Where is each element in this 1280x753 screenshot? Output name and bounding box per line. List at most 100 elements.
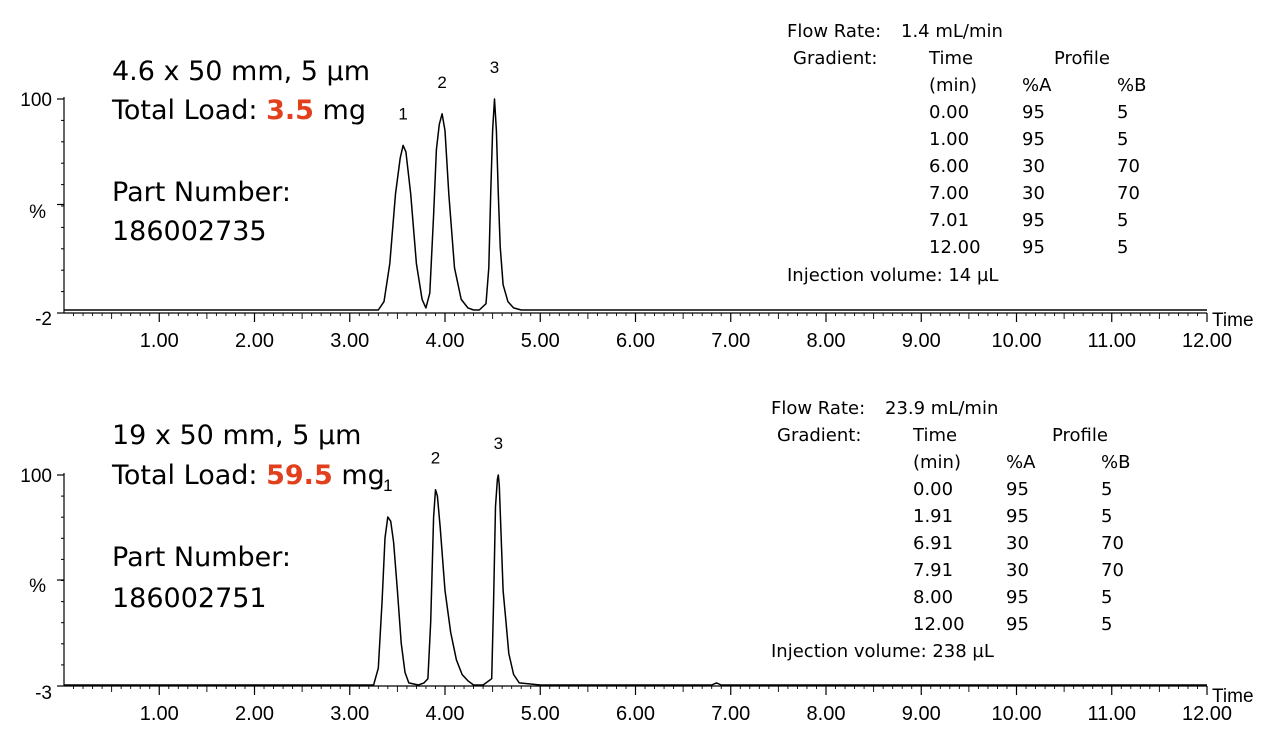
gradient-label: Gradient:: [793, 48, 878, 69]
x-tick-label: 7.00: [711, 330, 750, 352]
x-tick-label: 7.00: [711, 703, 750, 725]
peak-labels: 1 2 3: [398, 58, 499, 123]
x-tick-label: 5.00: [521, 703, 560, 725]
flow-rate-value: 1.4 mL/min: [901, 21, 1003, 42]
ticks: [57, 98, 1208, 322]
trace: [64, 98, 1207, 311]
x-tick-label: 6.00: [616, 330, 655, 352]
column-dimensions: 4.6 x 50 mm, 5 µm: [112, 56, 371, 87]
total-load-unit: mg: [341, 460, 385, 491]
gradient-cell-time: 1.00: [929, 129, 970, 150]
gradient-cell-percent-a: 95: [1022, 102, 1045, 123]
chromatogram-bottom-plot: 1.00 2.00 3.00 4.00 5.00 6.00 7.00 8.00 9.00 10.0…: [20, 434, 1253, 725]
x-tick-label: 3.00: [330, 330, 369, 352]
column-dimensions: 19 x 50 mm, 5 µm: [112, 420, 362, 451]
gradient-cell-percent-b: 5: [1117, 237, 1129, 258]
gradient-cell-percent-b: 5: [1101, 479, 1113, 500]
peak-labels: 1 2 3: [383, 434, 503, 495]
gradient-cell-percent-b: 5: [1101, 614, 1113, 635]
gradient-cell-time: 12.00: [929, 237, 981, 258]
gradient-cell-percent-a: 95: [1022, 237, 1045, 258]
part-number: 186002735: [112, 216, 267, 247]
gradient-cell-time: 0.00: [929, 102, 970, 123]
time-header: Time: [913, 425, 958, 446]
x-tick-label: 12.00: [1182, 330, 1232, 352]
a-header: %A: [1022, 75, 1052, 96]
b-header: %B: [1101, 452, 1131, 473]
gradient-cell-percent-b: 5: [1101, 587, 1113, 608]
x-tick-label: 6.00: [616, 703, 655, 725]
gradient-cell-time: 6.91: [913, 533, 954, 554]
gradient-cell-percent-b: 70: [1101, 560, 1124, 581]
x-tick-label: 2.00: [235, 330, 274, 352]
profile-header: Profile: [1054, 48, 1110, 69]
flow-rate-value: 23.9 mL/min: [885, 398, 999, 419]
gradient-cell-percent-b: 70: [1117, 183, 1140, 204]
x-tick-label: 4.00: [426, 330, 465, 352]
axes: [63, 473, 1207, 687]
gradient-cell-percent-a: 95: [1022, 129, 1045, 150]
x-tick-label: 8.00: [807, 703, 846, 725]
injection-volume: Injection volume: 14 µL: [787, 265, 999, 286]
gradient-cell-time: 8.00: [913, 587, 954, 608]
flow-rate-label: Flow Rate:: [771, 398, 866, 419]
time-header: Time: [929, 48, 974, 69]
x-tick-label: 10.00: [991, 330, 1041, 352]
x-tick-labels: 1.00 2.00 3.00 4.00 5.00 6.00 7.00 8.00 9.00 10.0…: [140, 703, 1232, 725]
x-tick-label: 9.00: [902, 703, 941, 725]
peak-label: 2: [431, 449, 440, 468]
y-tick-label-min: -2: [35, 309, 52, 330]
gradient-cell-percent-a: 30: [1006, 533, 1029, 554]
peak-label: 1: [383, 476, 392, 495]
x-tick-label: 1.00: [140, 703, 179, 725]
gradient-cell-percent-a: 30: [1022, 183, 1045, 204]
x-tick-label: 8.00: [807, 330, 846, 352]
gradient-cell-percent-a: 95: [1006, 479, 1029, 500]
total-load: Total Load: 59.5 mg: [112, 458, 385, 494]
gradient-cell-time: 7.91: [913, 560, 954, 581]
profile-header: Profile: [1052, 425, 1108, 446]
gradient-cell-percent-a: 95: [1006, 587, 1029, 608]
chromatogram-trace: [64, 474, 1207, 686]
ticks: [57, 474, 1208, 695]
y-axis-label: %: [29, 202, 46, 223]
injection-volume: Injection volume: 238 µL: [771, 641, 994, 662]
total-load-label: Total Load:: [112, 460, 258, 491]
gradient-cell-percent-b: 5: [1117, 129, 1129, 150]
x-tick-label: 10.00: [991, 703, 1041, 725]
x-tick-label: 11.00: [1087, 330, 1136, 352]
x-axis-label: Time: [1212, 310, 1254, 331]
x-tick-label: 3.00: [330, 703, 369, 725]
gradient-cell-percent-a: 95: [1006, 614, 1029, 635]
gradient-cell-time: 1.91: [913, 506, 954, 527]
y-tick-label-100: 100: [20, 90, 52, 111]
x-tick-label: 1.00: [140, 330, 179, 352]
part-number-label: Part Number:: [112, 542, 291, 573]
x-tick-label: 12.00: [1182, 703, 1232, 725]
part-number: 186002751: [112, 583, 267, 614]
gradient-cell-time: 12.00: [913, 614, 965, 635]
chromatogram-top-plot: 1.00 2.00 3.00 4.00 5.00 6.00 7.00 8.00 9.00 10.0…: [20, 58, 1254, 352]
y-tick-label-min: -3: [35, 683, 52, 704]
gradient-label: Gradient:: [777, 425, 862, 446]
gradient-cell-percent-b: 5: [1117, 102, 1129, 123]
time-unit: (min): [913, 452, 961, 473]
gradient-cell-percent-b: 70: [1101, 533, 1124, 554]
x-tick-label: 11.00: [1087, 703, 1136, 725]
gradient-cell-percent-b: 70: [1117, 156, 1140, 177]
x-tick-label: 9.00: [902, 330, 941, 352]
total-load-value: 59.5: [266, 460, 333, 491]
gradient-cell-percent-b: 5: [1101, 506, 1113, 527]
gradient-cell-time: 6.00: [929, 156, 970, 177]
x-tick-label: 2.00: [235, 703, 274, 725]
chromatogram-bottom: 1.00 2.00 3.00 4.00 5.00 6.00 7.00 8.00 9.00 10.0…: [0, 376, 1280, 752]
part-number-label: Part Number:: [112, 177, 291, 208]
chromatogram-top: 1.00 2.00 3.00 4.00 5.00 6.00 7.00 8.00 9.00 10.0…: [0, 0, 1280, 376]
peak-label: 3: [490, 58, 499, 77]
total-load-unit: mg: [322, 95, 366, 126]
gradient-cell-percent-a: 30: [1006, 560, 1029, 581]
gradient-cell-time: 0.00: [913, 479, 954, 500]
gradient-cell-time: 7.00: [929, 183, 970, 204]
y-axis-label: %: [29, 576, 46, 597]
x-tick-label: 4.00: [426, 703, 465, 725]
